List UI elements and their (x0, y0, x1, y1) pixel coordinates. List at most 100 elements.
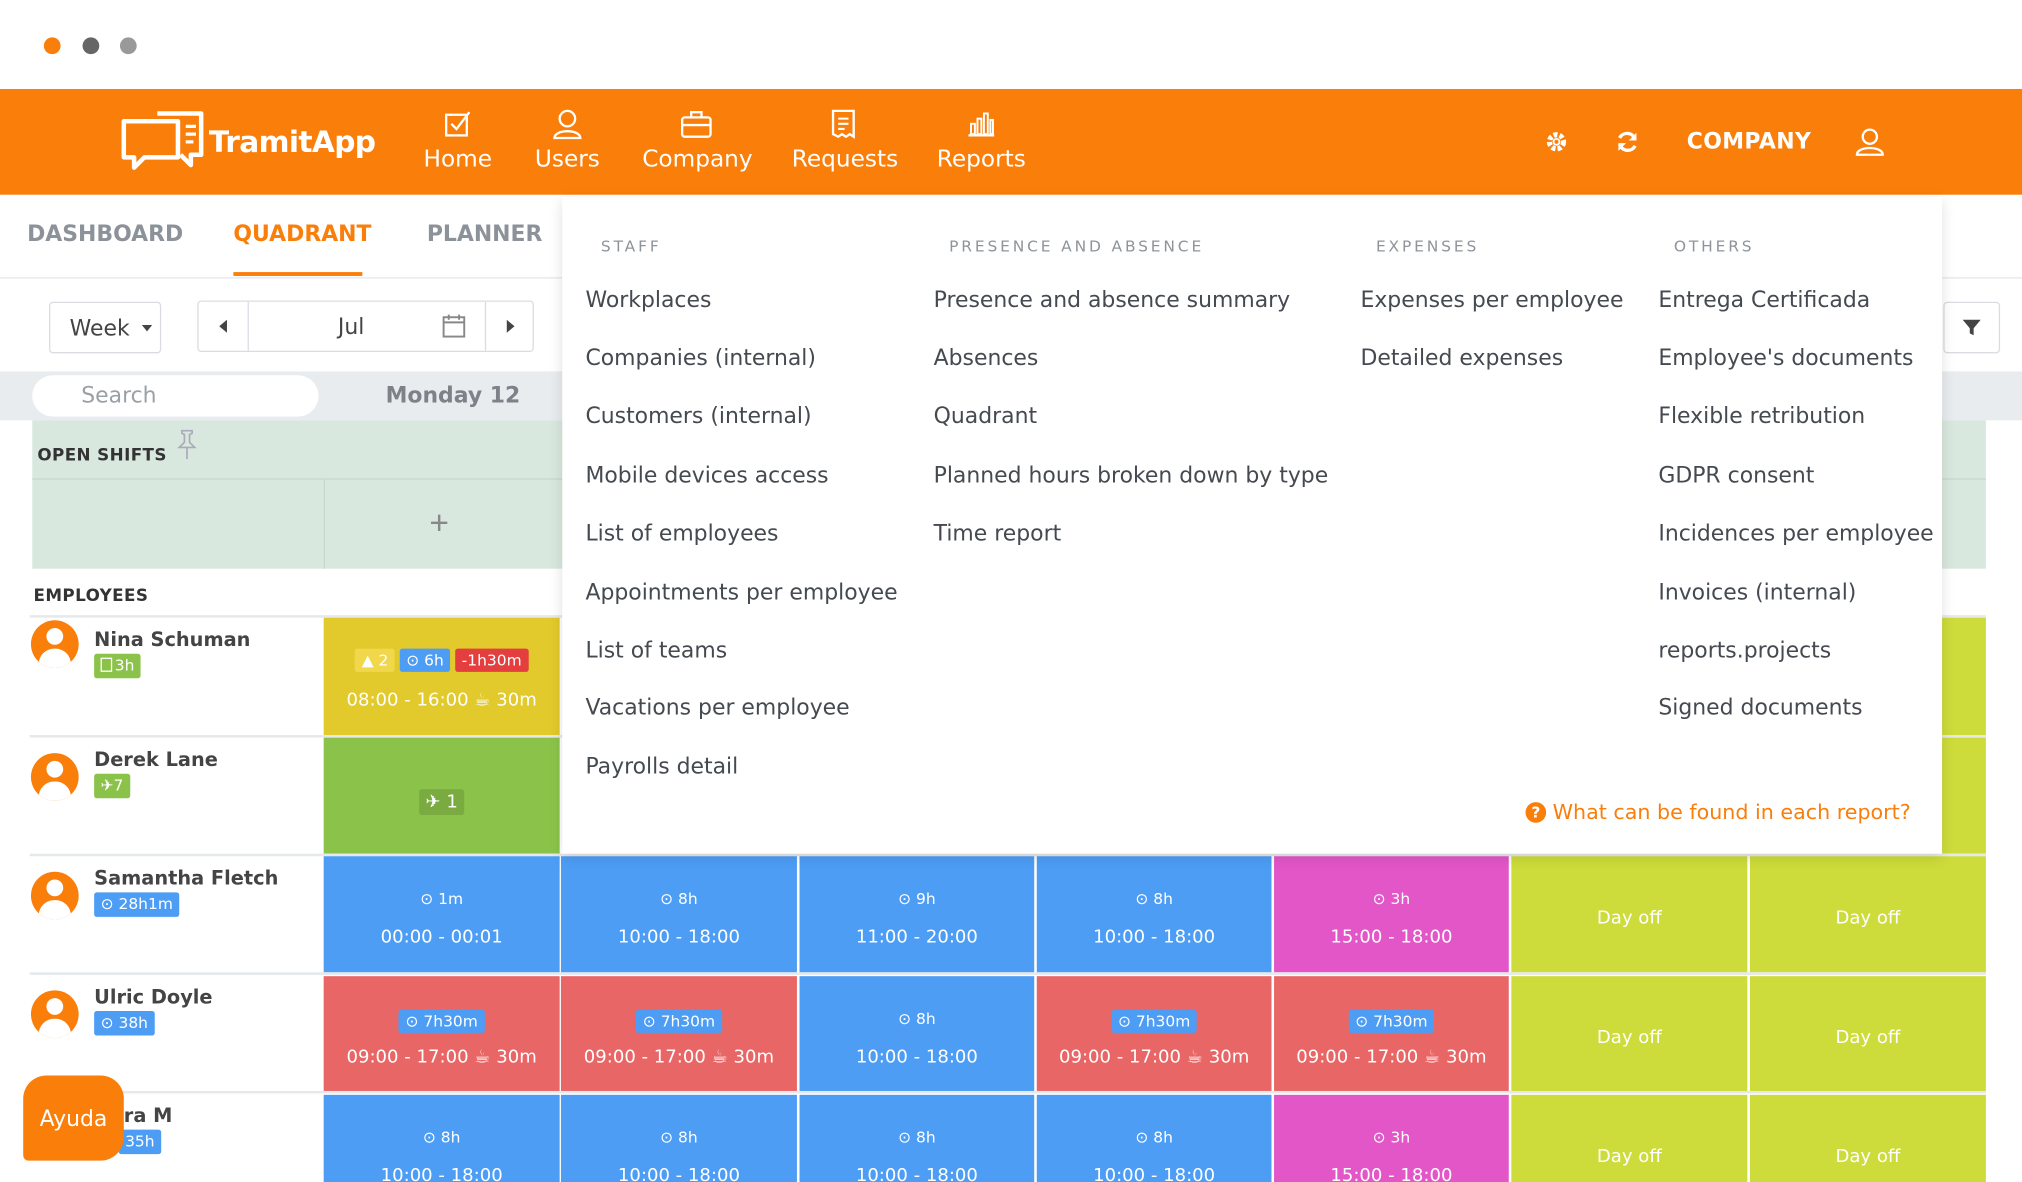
day-off-cell[interactable]: Day off (1511, 856, 1748, 973)
day-off-cell[interactable]: Day off (1511, 976, 1748, 1093)
date-nav-divider (247, 301, 249, 351)
prev-week-icon[interactable] (199, 302, 248, 351)
nav-users[interactable]: Users (533, 106, 603, 183)
calendar-icon[interactable] (441, 313, 467, 339)
menu-item[interactable]: Flexible retribution (1658, 403, 1866, 430)
shift-cell[interactable]: ⊙ 7h30m 09:00 - 17:00 ☕ 30m (1036, 976, 1272, 1093)
brand-logo[interactable]: TramitApp (119, 108, 376, 180)
employee-name[interactable]: Samantha Fletch (94, 866, 279, 890)
vacation-cell[interactable]: ✈ 1 (323, 737, 560, 854)
next-week-icon[interactable] (486, 302, 535, 351)
window-minimize-dot[interactable] (82, 37, 100, 55)
clock-icon: ⊙ (406, 651, 420, 670)
shift-cell[interactable]: ⊙ 7h30m 09:00 - 17:00 ☕ 30m (323, 976, 560, 1093)
speech-bubble-logo-icon (121, 111, 204, 170)
clock-icon: ⊙ (898, 1009, 912, 1028)
avatar (30, 871, 79, 920)
menu-item[interactable]: Customers (internal) (585, 403, 812, 430)
tab-quadrant[interactable]: QUADRANT (233, 221, 372, 248)
menu-item[interactable]: Quadrant (933, 403, 1038, 430)
shift-cell[interactable]: ⊙ 8h 10:00 - 18:00 (799, 1094, 1035, 1182)
menu-item[interactable]: List of teams (585, 638, 728, 665)
filter-icon (1962, 319, 1981, 336)
reports-help-link[interactable]: ? What can be found in each report? (1525, 800, 1911, 824)
menu-item[interactable]: Incidences per employee (1658, 520, 1934, 547)
shift-cell-partial[interactable] (1942, 737, 1986, 854)
shift-cell[interactable]: ▲ 2 ⊙ 6h -1h30m 08:00 - 16:00 ☕ 30m (323, 617, 560, 737)
employee-name[interactable]: Derek Lane (94, 747, 218, 772)
open-shifts-column-divider (323, 478, 325, 569)
menu-item[interactable]: Employee's documents (1658, 345, 1914, 372)
nav-users-label: Users (534, 145, 600, 173)
employee-name[interactable]: ra M (123, 1103, 173, 1128)
clock-icon: ⊙ (100, 1013, 114, 1032)
shift-cell[interactable]: ⊙ 7h30m 09:00 - 17:00 ☕ 30m (560, 976, 797, 1093)
day-off-cell[interactable]: Day off (1749, 976, 1986, 1093)
menu-item[interactable]: reports.projects (1658, 638, 1832, 665)
shift-cell[interactable]: ⊙ 8h 10:00 - 18:00 (323, 1094, 560, 1182)
row-divider (29, 1090, 1986, 1094)
tab-planner[interactable]: PLANNER (426, 221, 543, 248)
help-chat-button[interactable]: Ayuda (23, 1075, 124, 1161)
menu-item[interactable]: Expenses per employee (1360, 287, 1624, 314)
gear-icon[interactable] (1544, 129, 1570, 155)
add-open-shift-button[interactable]: + (429, 502, 450, 542)
bar-chart-icon (968, 112, 995, 137)
account-user-icon[interactable] (1854, 126, 1885, 157)
menu-item[interactable]: Mobile devices access (585, 462, 829, 489)
window-close-dot[interactable] (43, 37, 61, 55)
refresh-icon[interactable] (1615, 129, 1641, 155)
menu-item[interactable]: Vacations per employee (585, 695, 850, 721)
day-off-cell[interactable]: Day off (1749, 856, 1986, 973)
nav-requests[interactable]: Requests (791, 106, 899, 183)
menu-item[interactable]: Payrolls detail (585, 754, 739, 781)
active-tab-indicator (233, 272, 363, 276)
shift-cell[interactable]: ⊙ 8h 10:00 - 18:00 (560, 856, 797, 973)
menu-item[interactable]: Presence and absence summary (933, 287, 1291, 314)
shift-cell[interactable]: ⊙ 8h 10:00 - 18:00 (1036, 856, 1272, 973)
menu-item[interactable]: Appointments per employee (585, 580, 898, 607)
nav-requests-label: Requests (791, 145, 899, 173)
employee-name[interactable]: Nina Schuman (94, 628, 251, 652)
day-header[interactable]: Monday 12 (385, 382, 521, 409)
menu-item[interactable]: Time report (933, 520, 1062, 547)
nav-home[interactable]: Home (420, 106, 495, 183)
shift-cell-partial[interactable] (1942, 617, 1986, 737)
clock-icon: ⊙ (405, 1012, 419, 1031)
employee-search-input[interactable]: Search (32, 375, 319, 417)
nav-reports[interactable]: Reports (935, 106, 1028, 183)
employee-name[interactable]: Ulric Doyle (94, 985, 213, 1009)
menu-item[interactable]: GDPR consent (1658, 462, 1815, 489)
brand-name: TramitApp (208, 126, 376, 160)
pin-icon[interactable] (175, 428, 198, 462)
menu-item[interactable]: Absences (933, 345, 1039, 372)
deviation-pill: -1h30m (455, 648, 529, 672)
shift-cell[interactable]: ⊙ 7h30m 09:00 - 17:00 ☕ 30m (1274, 976, 1509, 1093)
menu-item[interactable]: Workplaces (585, 287, 712, 314)
menu-item[interactable]: Invoices (internal) (1658, 580, 1857, 607)
shift-cell[interactable]: ⊙ 8h 10:00 - 18:00 (799, 976, 1035, 1093)
menu-item[interactable]: Planned hours broken down by type (933, 462, 1329, 489)
menu-item[interactable]: List of employees (585, 520, 779, 547)
menu-item[interactable]: Companies (internal) (585, 345, 816, 372)
company-menu[interactable]: COMPANY (1686, 128, 1812, 155)
nav-company[interactable]: Company (642, 106, 753, 183)
current-month[interactable]: Jul (337, 314, 365, 341)
window-maximize-dot[interactable] (119, 37, 137, 55)
menu-item[interactable]: Detailed expenses (1360, 345, 1564, 372)
shift-cell[interactable]: ⊙ 3h 15:00 - 18:00 (1274, 856, 1509, 973)
tab-dashboard[interactable]: DASHBOARD (27, 221, 184, 248)
menu-item[interactable]: Signed documents (1658, 695, 1863, 721)
shift-cell[interactable]: ⊙ 3h 15:00 - 18:00 (1274, 1094, 1509, 1182)
filter-button[interactable] (1943, 301, 2001, 354)
view-select[interactable]: Week (49, 301, 162, 354)
menu-item[interactable]: Entrega Certificada (1658, 287, 1871, 314)
shift-cell[interactable]: ⊙ 1m 00:00 - 00:01 (323, 856, 560, 973)
shift-cell[interactable]: ⊙ 9h 11:00 - 20:00 (799, 856, 1035, 973)
coffee-break-icon: ☕ (474, 1047, 491, 1068)
day-off-cell[interactable]: Day off (1511, 1094, 1748, 1182)
shift-cell[interactable]: ⊙ 8h 10:00 - 18:00 (560, 1094, 797, 1182)
shift-cell[interactable]: ⊙ 8h 10:00 - 18:00 (1036, 1094, 1272, 1182)
document-icon (100, 657, 113, 672)
day-off-cell[interactable]: Day off (1749, 1094, 1986, 1182)
